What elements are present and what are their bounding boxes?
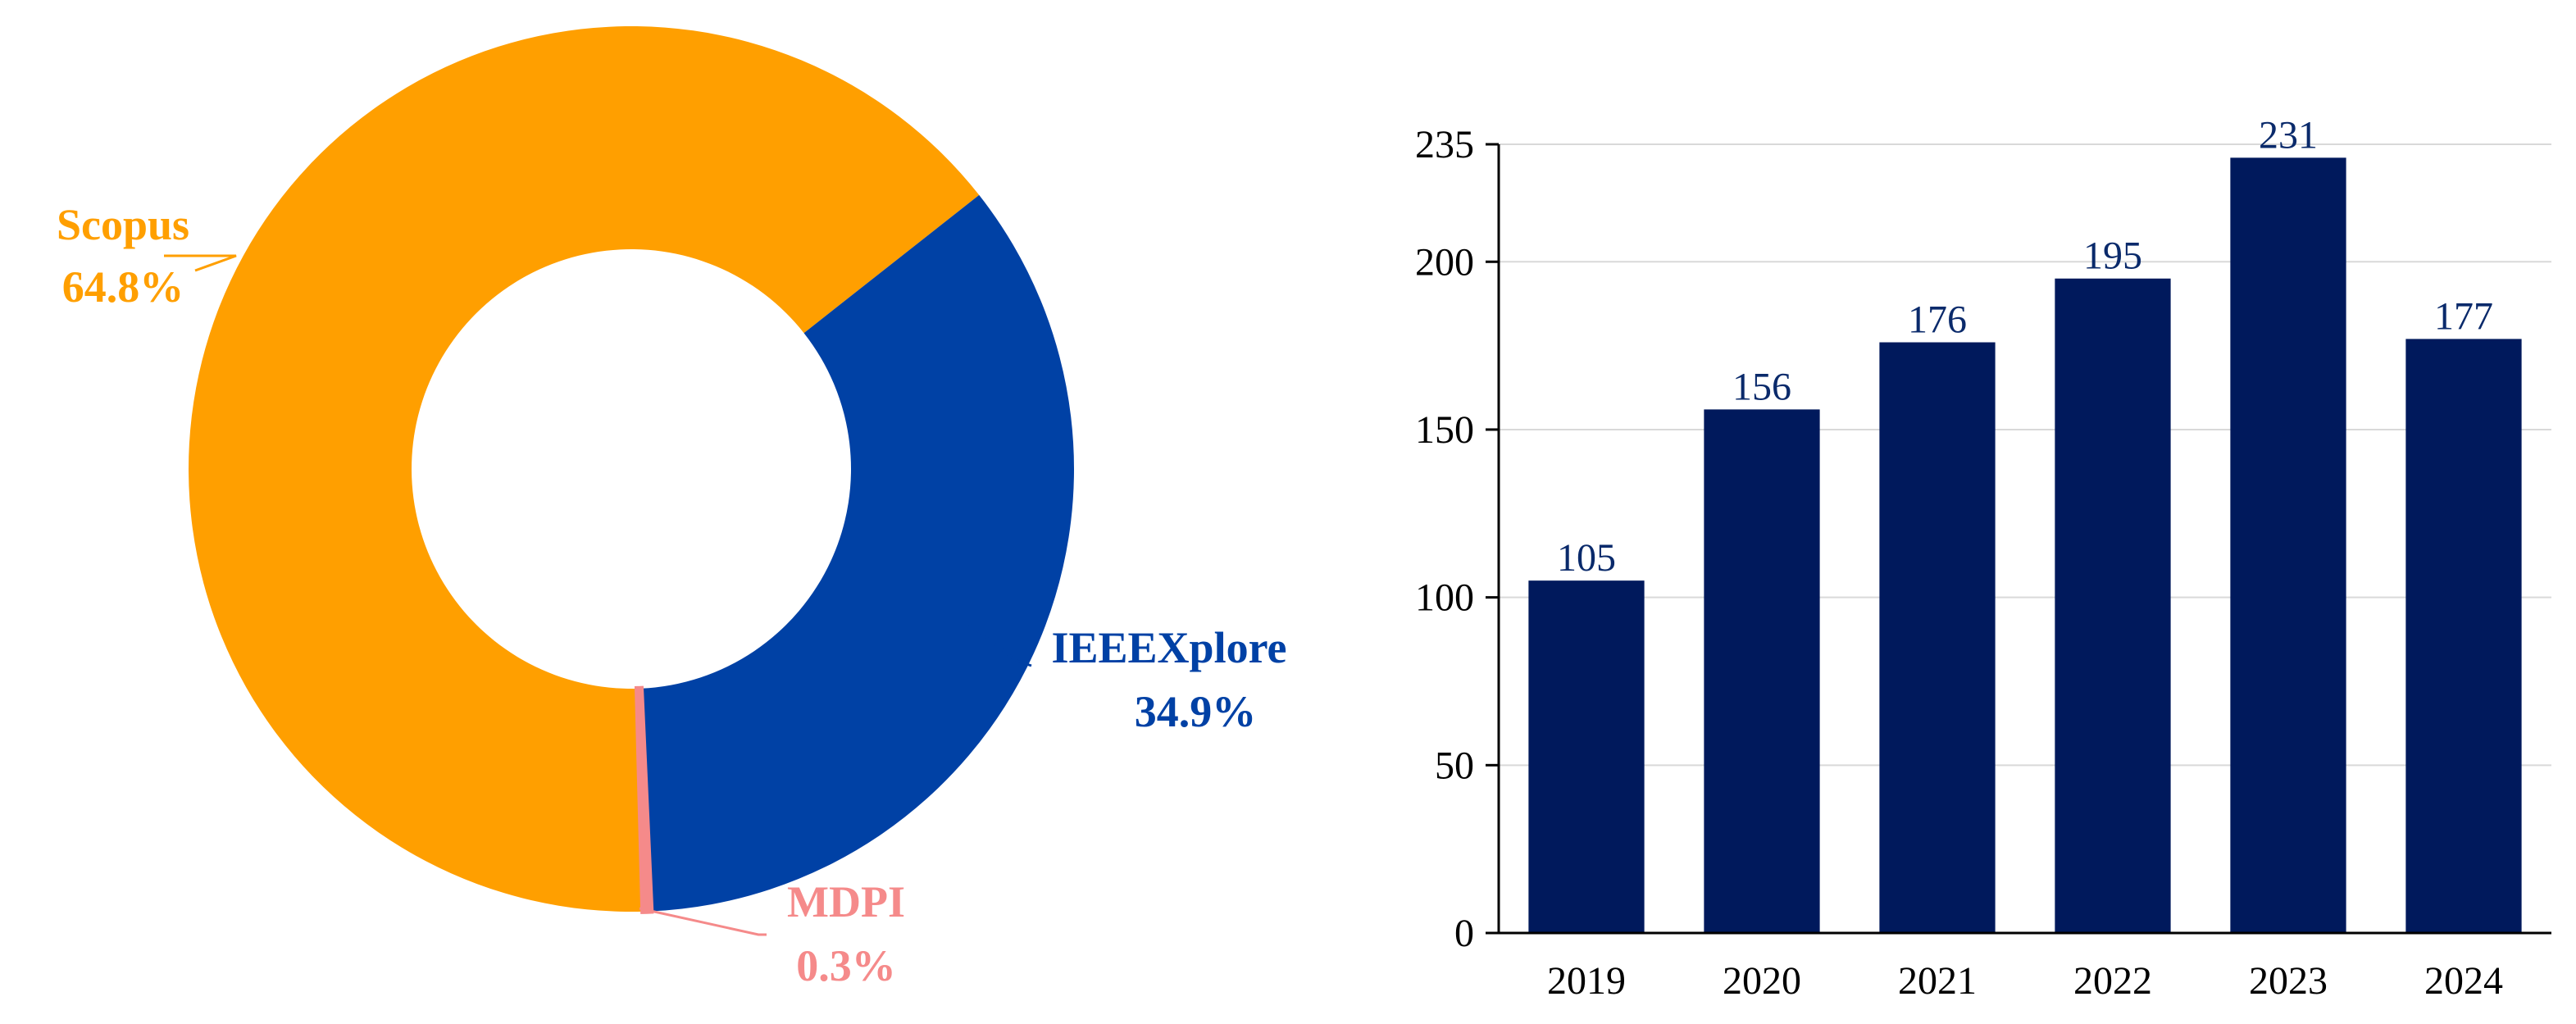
x-tick-label-2020: 2020 <box>1723 959 1801 1003</box>
pie-label-mdpi-name: MDPI <box>787 877 905 926</box>
bar-value-labels: 105 156 176 195 231 177 <box>1557 113 2493 580</box>
donut-chart: Scopus 64.8% IEEEXplore 34.9% MDPI 0.3% <box>57 25 1287 990</box>
y-tick-label-150: 150 <box>1415 408 1474 452</box>
bar-2020 <box>1704 409 1820 933</box>
bar-2021 <box>1879 342 1996 933</box>
pie-label-ieeexplore-percent: 34.9% <box>1135 687 1257 736</box>
bar-value-label-2021: 176 <box>1908 298 1967 342</box>
bar-2023 <box>2230 157 2346 934</box>
bar-value-label-2022: 195 <box>2083 234 2142 278</box>
pie-label-ieeexplore-name: IEEEXplore <box>1051 623 1286 672</box>
leader-line-ieeexplore <box>967 621 1032 667</box>
bar-value-label-2019: 105 <box>1557 536 1616 580</box>
x-tick-label-2024: 2024 <box>2424 959 2503 1003</box>
bar-value-label-2020: 156 <box>1732 365 1791 408</box>
y-axis-ticks: 0 50 100 150 200 235 <box>1415 123 1499 955</box>
pie-slice-scopus <box>189 25 980 912</box>
bar-2024 <box>2405 339 2522 933</box>
pie-slice-ieeexplore <box>641 194 1075 912</box>
x-tick-label-2021: 2021 <box>1898 959 1977 1003</box>
leader-line-mdpi <box>639 907 767 936</box>
bar-2022 <box>2055 278 2171 933</box>
bar-value-label-2023: 231 <box>2259 113 2318 157</box>
bars-group <box>1528 157 2522 934</box>
y-tick-label-200: 200 <box>1415 240 1474 284</box>
leader-line-scopus <box>164 254 237 272</box>
pie-label-scopus-percent: 64.8% <box>62 262 184 312</box>
pie-label-scopus-name: Scopus <box>57 200 189 249</box>
pie-label-mdpi-percent: 0.3% <box>796 941 896 990</box>
x-axis-ticks: 2019 2020 2021 2022 2023 2024 <box>1547 959 2503 1003</box>
x-tick-label-2022: 2022 <box>2073 959 2152 1003</box>
y-tick-label-0: 0 <box>1454 912 1474 955</box>
y-tick-label-100: 100 <box>1415 576 1474 620</box>
y-tick-label-50: 50 <box>1435 744 1474 787</box>
x-tick-label-2019: 2019 <box>1547 959 1626 1003</box>
bar-2019 <box>1528 580 1645 933</box>
bar-value-label-2024: 177 <box>2434 294 2493 338</box>
x-tick-label-2023: 2023 <box>2249 959 2328 1003</box>
y-tick-label-235: 235 <box>1415 123 1474 166</box>
gridlines <box>1499 143 2551 767</box>
